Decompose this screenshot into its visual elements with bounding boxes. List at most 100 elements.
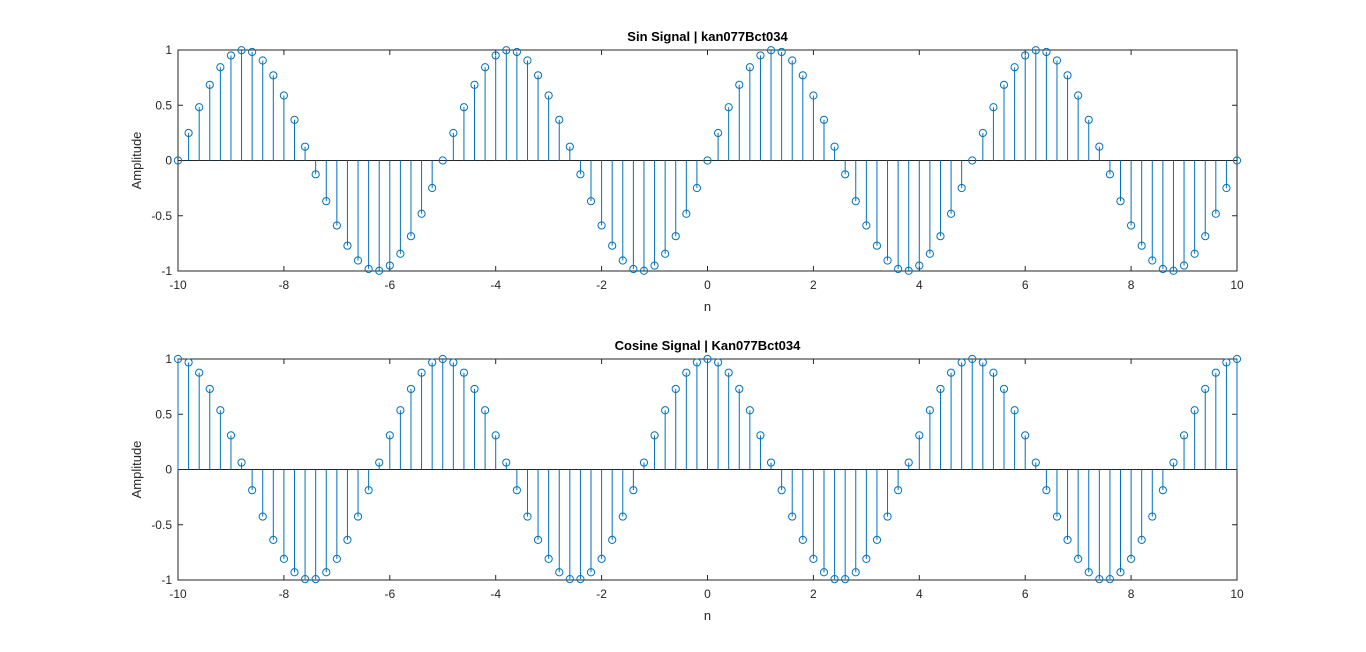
cos-stem-marker [1105, 575, 1115, 584]
cos-stem-marker [661, 406, 670, 415]
cos-stem-marker [1222, 358, 1231, 367]
sin-stem-marker [184, 128, 193, 138]
cos-stem-marker [205, 384, 214, 394]
sin-stem-marker [428, 183, 437, 193]
sin-stem-marker [1021, 51, 1030, 60]
cos-stem-marker [279, 554, 288, 563]
sin-stem-marker [269, 71, 278, 80]
sin-stem-marker [205, 80, 214, 89]
sin-stem-marker [745, 63, 754, 72]
sin-stem-marker [618, 256, 627, 265]
cos-stem-marker [173, 354, 183, 364]
cos-stem-marker [417, 368, 426, 377]
cos-stem-marker [555, 568, 564, 577]
sin-stem-marker [1105, 170, 1115, 179]
sin-signal-subplot: -10 -8 -6 -4 -2 0 2 4 6 8 10 -1 -0.5 0 0.5 1 Sin Signal … [129, 29, 1244, 314]
sin-stem-marker [512, 47, 521, 57]
cos-stem-marker [1010, 406, 1019, 415]
sin-y-axis-label: Amplitude [129, 132, 144, 190]
sin-x-axis-label: n [704, 299, 711, 314]
sin-stem-marker [936, 232, 945, 241]
sin-stem-marker [841, 170, 850, 179]
sin-stem-marker [894, 264, 903, 274]
cos-stem-marker [809, 554, 818, 563]
sin-stem-marker [1074, 91, 1083, 100]
cos-stem-marker [1074, 554, 1083, 563]
sin-x-tick-label: -2 [596, 278, 607, 292]
cos-stem-marker [300, 575, 310, 584]
cos-stem-marker [438, 354, 447, 364]
cos-stem-marker [703, 354, 712, 364]
sin-stem-marker [258, 56, 267, 65]
cos-stem-marker [1021, 431, 1030, 440]
sin-stem-marker [788, 56, 797, 65]
cos-stem-marker [766, 458, 776, 467]
sin-x-tick-label: 2 [810, 278, 817, 292]
cos-stem-marker [1232, 354, 1242, 364]
sin-stem-marker [925, 249, 934, 258]
cos-x-tick-label: 6 [1022, 587, 1029, 601]
sin-stem-marker [226, 51, 236, 60]
cos-stem-marker [989, 368, 998, 377]
sin-stem-marker [819, 115, 829, 124]
sin-stem-marker [777, 47, 786, 57]
sin-stem-marker [544, 91, 553, 100]
sin-stem-marker [406, 232, 416, 241]
sin-stem-marker [904, 266, 913, 275]
sin-stem-marker [322, 197, 331, 206]
cos-y-tick-label: -1 [161, 573, 172, 587]
cos-stem-marker [1095, 575, 1104, 584]
cos-stem-marker [788, 512, 797, 521]
sin-stem-marker [999, 80, 1009, 89]
cos-stem-marker [396, 406, 405, 415]
cos-stem-marker [1052, 512, 1062, 521]
cos-stem-marker [618, 512, 627, 521]
cos-stem-marker [322, 568, 331, 577]
sin-stem-marker [396, 249, 405, 258]
sin-stem-marker [1095, 142, 1104, 151]
sin-stem-marker [565, 142, 574, 151]
sin-stem-marker [195, 103, 204, 112]
cos-x-tick-label: -6 [384, 587, 395, 601]
sin-stem-marker [671, 232, 680, 241]
cos-stem-marker [544, 554, 553, 563]
cos-y-tick-label: -0.5 [151, 518, 172, 532]
cos-stem-marker [608, 535, 617, 544]
sin-stem-marker [449, 128, 458, 138]
sin-stem-marker [713, 128, 723, 138]
sin-stem-marker [353, 256, 363, 265]
cos-stem-marker [1137, 535, 1146, 544]
sin-stem-marker [279, 91, 288, 100]
sin-stem-marker [639, 266, 649, 275]
cos-stem-marker [724, 368, 733, 377]
cos-stem-marker [533, 535, 543, 544]
cos-stem-marker [1190, 406, 1199, 415]
cos-stem-marker [968, 354, 977, 364]
cos-stem-marker [502, 458, 511, 467]
sin-stem-marker [883, 256, 892, 265]
cos-stem-marker [269, 535, 278, 544]
sin-stem-marker [459, 103, 469, 112]
sin-stem-marker [375, 266, 384, 275]
cos-y-tick-label: 1 [165, 352, 172, 366]
cos-stem-marker [406, 384, 416, 394]
sin-stem-marker [661, 249, 670, 258]
cos-x-tick-label: -2 [596, 587, 607, 601]
sin-stem-marker [470, 80, 479, 89]
cos-stem-marker [375, 458, 384, 467]
cos-stem-marker [671, 384, 680, 394]
cos-x-tick-label: -8 [279, 587, 290, 601]
cos-x-tick-label: 2 [810, 587, 817, 601]
sin-stem-marker [237, 46, 246, 55]
cos-stem-marker [999, 384, 1009, 394]
sin-stem-marker [555, 115, 564, 124]
sin-y-tick-label: 0 [165, 154, 172, 168]
cos-stem-marker [523, 512, 532, 521]
sin-stem-marker [978, 128, 987, 138]
cos-stem-marker [1063, 535, 1072, 544]
cos-stem-marker [1116, 568, 1125, 577]
cos-stem-marker [226, 431, 236, 440]
sin-stem-marker [1116, 197, 1125, 206]
sin-stem-marker [586, 197, 596, 206]
